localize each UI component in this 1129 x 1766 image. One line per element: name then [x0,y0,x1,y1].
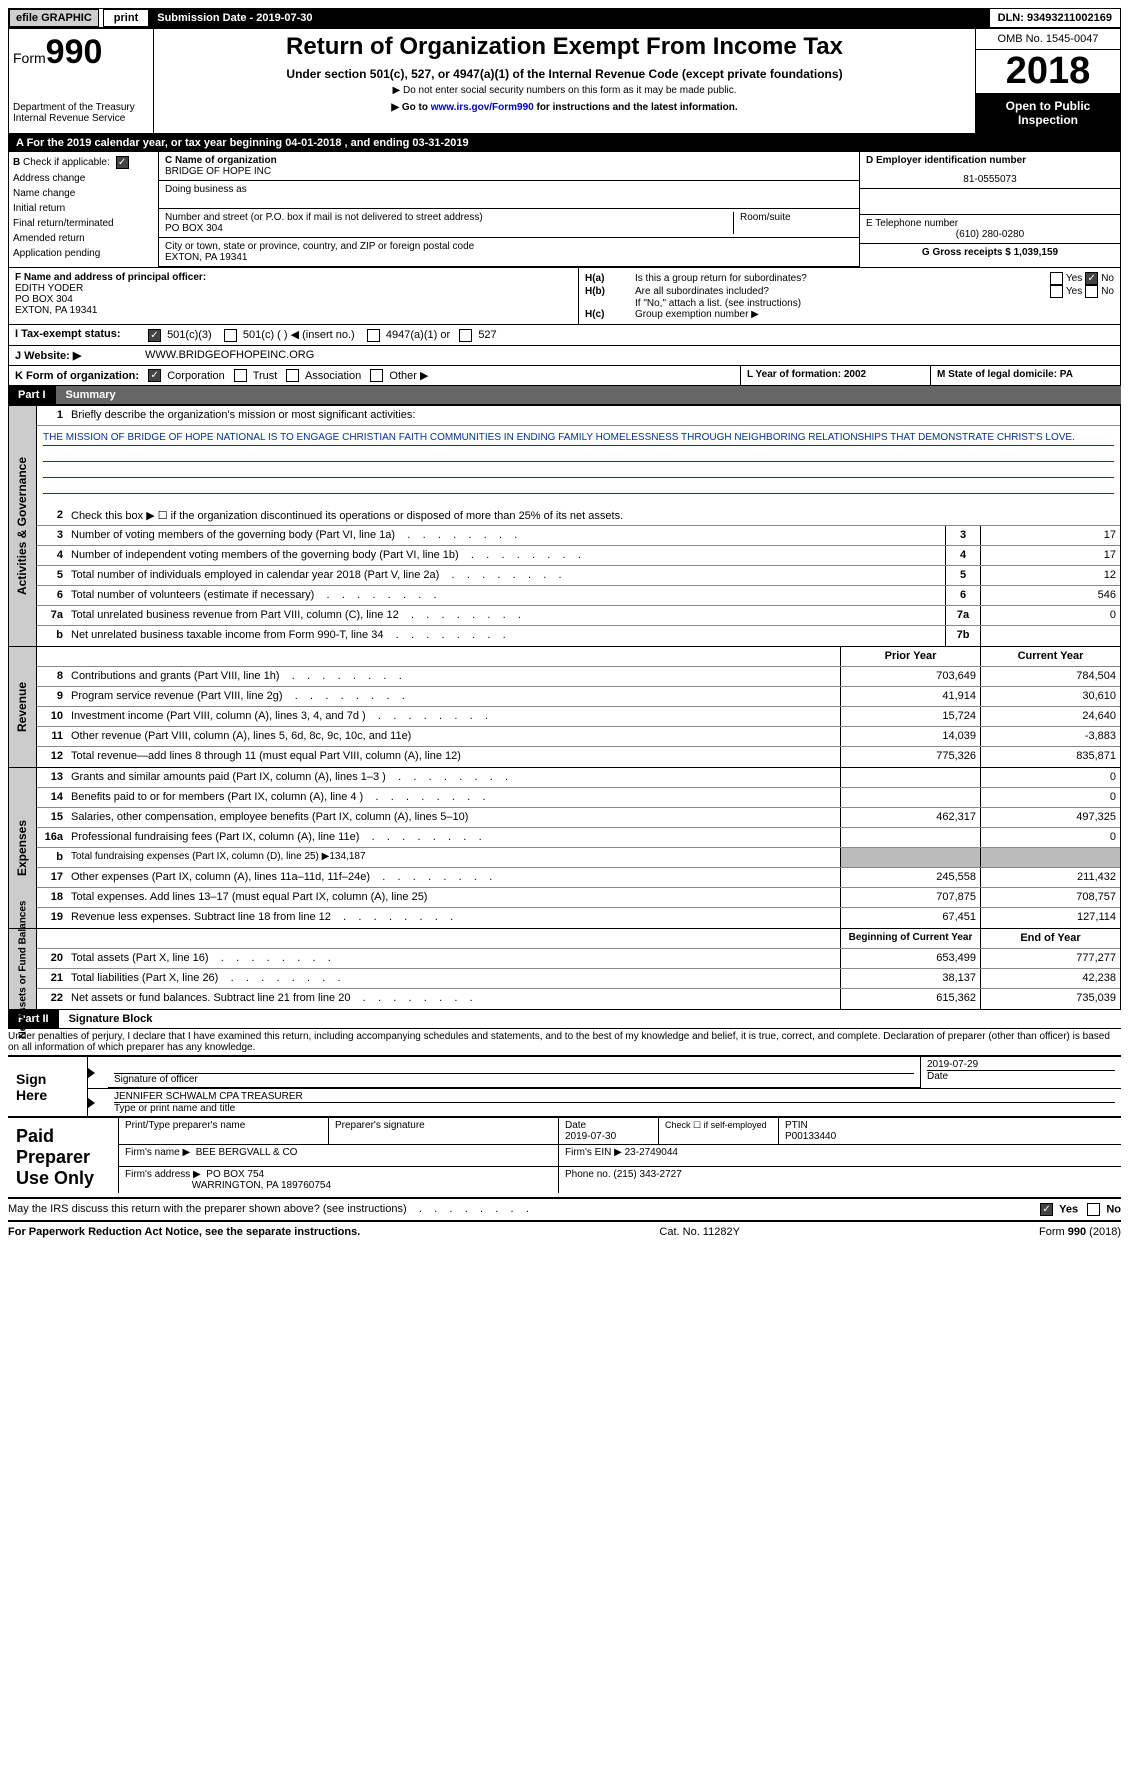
arrow-icon [88,1098,95,1108]
dba-label: Doing business as [165,184,247,195]
chk-other[interactable] [370,369,383,382]
form-note1: ▶ Do not enter social security numbers o… [158,85,971,96]
paid-preparer: Paid Preparer Use Only Print/Type prepar… [8,1118,1121,1199]
phone-label: E Telephone number [866,218,1114,229]
col-d: D Employer identification number 81-0555… [860,152,1120,267]
net-assets: Net Assets or Fund Balances Beginning of… [8,929,1121,1010]
line-a: A For the 2019 calendar year, or tax yea… [8,134,1121,152]
mission-block: THE MISSION OF BRIDGE OF HOPE NATIONAL I… [37,426,1120,506]
tax-year: 2018 [976,50,1120,93]
penalty-text: Under penalties of perjury, I declare th… [8,1029,1121,1055]
website: WWW.BRIDGEOFHOPEINC.ORG [139,346,1120,365]
print-label[interactable]: print [103,9,149,27]
form-prefix: Form [13,50,46,66]
sign-here: Sign Here Signature of officer 2019-07-2… [8,1055,1121,1118]
topbar: efile GRAPHIC print Submission Date - 20… [8,8,1121,28]
mission-label: Briefly describe the organization's miss… [67,406,1120,425]
dln: DLN: 93493211002169 [990,9,1120,27]
ein-label: D Employer identification number [866,155,1114,166]
part2-header: Part II Signature Block [8,1010,1121,1029]
chk-ha-no[interactable] [1085,272,1098,285]
chk-may-yes[interactable] [1040,1203,1053,1216]
footer: For Paperwork Reduction Act Notice, see … [8,1222,1121,1242]
row-website: J Website: ▶ WWW.BRIDGEOFHOPEINC.ORG [9,346,1120,366]
org-name: BRIDGE OF HOPE INC [165,166,853,177]
sidebar-revenue: Revenue [16,682,30,732]
room-label: Room/suite [733,212,853,234]
ein: 81-0555073 [866,174,1114,185]
chk-ha-yes[interactable] [1050,272,1063,285]
chk-applicable[interactable] [116,156,129,169]
may-disclose: May the IRS discuss this return with the… [8,1199,1121,1222]
revenue: Revenue Prior YearCurrent Year 8Contribu… [8,647,1121,768]
col-b: B Check if applicable: Address change Na… [9,152,159,267]
principal-officer: F Name and address of principal officer:… [9,268,579,324]
section-h: H(a)Is this a group return for subordina… [579,268,1120,324]
mission-text: THE MISSION OF BRIDGE OF HOPE NATIONAL I… [43,430,1114,446]
section-fh: F Name and address of principal officer:… [9,267,1120,325]
chk-may-no[interactable] [1087,1203,1100,1216]
row-tax-exempt: I Tax-exempt status: 501(c)(3) 501(c) ( … [9,325,1120,346]
part1-header: Part I Summary [8,386,1121,405]
chk-hb-yes[interactable] [1050,285,1063,298]
chk-corp[interactable] [148,369,161,382]
c-label: C Name of organization [165,155,853,166]
chk-trust[interactable] [234,369,247,382]
expenses: Expenses 13Grants and similar amounts pa… [8,768,1121,929]
activities-governance: Activities & Governance 1 Briefly descri… [8,405,1121,647]
gross-receipts: G Gross receipts $ 1,039,159 [860,244,1120,261]
year-formation: L Year of formation: 2002 [740,366,930,386]
form-title: Return of Organization Exempt From Incom… [158,33,971,61]
street: PO BOX 304 [165,223,733,234]
header-right: OMB No. 1545-0047 2018 Open to Public In… [975,29,1120,133]
arrow-icon [88,1068,95,1078]
chk-527[interactable] [459,329,472,342]
submission-date: Submission Date - 2019-07-30 [149,9,989,27]
header-left: Form990 Department of the Treasury Inter… [9,29,154,133]
chk-501c3[interactable] [148,329,161,342]
phone: (610) 280-0280 [866,229,1114,240]
chk-hb-no[interactable] [1085,285,1098,298]
form-number: 990 [46,33,103,71]
irs-link[interactable]: www.irs.gov/Form990 [431,102,534,113]
header-mid: Return of Organization Exempt From Incom… [154,29,975,133]
section-bcd: B Check if applicable: Address change Na… [9,152,1120,267]
omb-number: OMB No. 1545-0047 [976,29,1120,50]
state-domicile: M State of legal domicile: PA [930,366,1120,386]
col-c: C Name of organization BRIDGE OF HOPE IN… [159,152,860,267]
form-note2: ▶ Go to www.irs.gov/Form990 for instruct… [158,102,971,113]
sidebar-expenses: Expenses [16,820,30,876]
header: Form990 Department of the Treasury Inter… [8,28,1121,134]
chk-4947[interactable] [367,329,380,342]
department: Department of the Treasury Internal Reve… [13,102,149,124]
efile-label: efile GRAPHIC [9,9,99,27]
sidebar-activities: Activities & Governance [16,457,30,595]
street-label: Number and street (or P.O. box if mail i… [165,212,733,223]
chk-501c[interactable] [224,329,237,342]
city: EXTON, PA 19341 [165,252,853,263]
sidebar-netassets: Net Assets or Fund Balances [17,900,28,1038]
city-label: City or town, state or province, country… [165,241,853,252]
chk-assoc[interactable] [286,369,299,382]
form-subtitle: Under section 501(c), 527, or 4947(a)(1)… [158,67,971,81]
row-klm: K Form of organization: Corporation Trus… [9,366,1120,386]
open-public: Open to Public Inspection [976,93,1120,133]
